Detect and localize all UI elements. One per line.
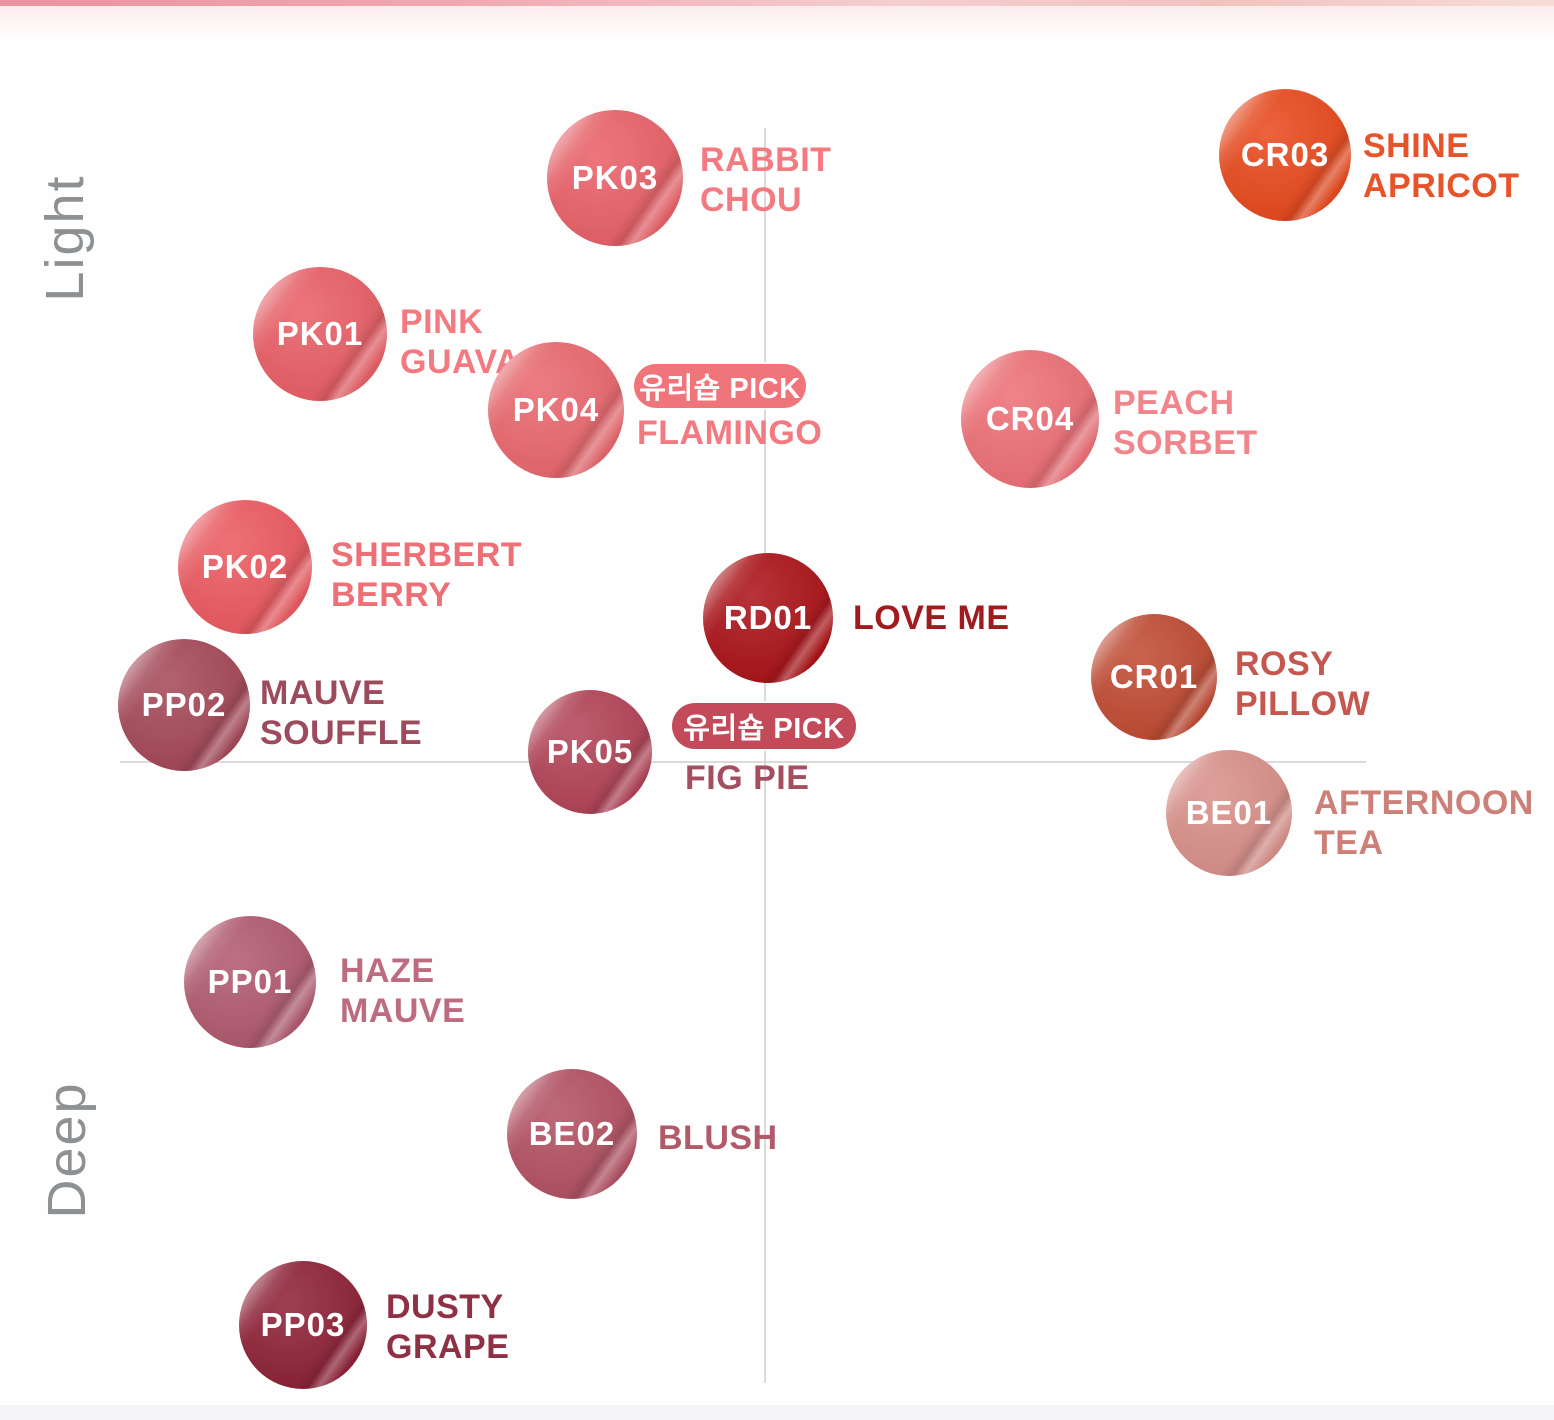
shade-name-pp02: MAUVE SOUFFLE [260, 673, 422, 753]
shade-name-line: LOVE ME [853, 599, 1010, 637]
shade-name-line: PEACH [1113, 384, 1235, 422]
swatch-circle-pk02: PK02 [178, 500, 312, 634]
axis-label-light: Light [35, 174, 95, 302]
swatch-circle-pk03: PK03 [547, 110, 683, 246]
swatch-circle-be01: BE01 [1166, 750, 1292, 876]
bottom-edge-strip [0, 1405, 1554, 1420]
shade-name-line: SHERBERT [331, 536, 523, 574]
shade-name-pk03: RABBIT CHOU [700, 140, 831, 220]
shade-name-rd01: LOVE ME [853, 598, 1010, 638]
swatch-circle-pp02: PP02 [118, 639, 250, 771]
shade-name-line: FLAMINGO [637, 414, 823, 452]
swatch-circle-pk04: PK04 [488, 342, 624, 478]
swatch-code-label: RD01 [723, 599, 813, 636]
swatch-circle-pp01: PP01 [184, 916, 316, 1048]
swatch-code-label: PP01 [207, 963, 293, 1000]
swatch-circle-rd01: RD01 [703, 553, 833, 683]
pick-badge: 유리숍 PICK [634, 364, 806, 408]
swatch-code-label: PP02 [141, 686, 227, 723]
shade-name-pp01: HAZE MAUVE [340, 951, 465, 1031]
shade-name-line: PINK [400, 303, 484, 341]
swatch-code-label: BE01 [1185, 794, 1273, 831]
shade-name-line: MAUVE [340, 992, 466, 1030]
shade-name-cr04: PEACH SORBET [1113, 383, 1258, 463]
shade-name-line: AFTERNOON [1314, 784, 1534, 822]
shade-name-line: APRICOT [1363, 167, 1520, 205]
swatch-circle-cr01: CR01 [1091, 614, 1217, 740]
swatch-code-label: PK05 [546, 733, 634, 770]
pick-badge-label: 유리숍 PICK [639, 373, 801, 405]
swatch-circle-cr04: CR04 [961, 350, 1099, 488]
shade-name-cr01: ROSY PILLOW [1235, 644, 1370, 724]
shade-name-line: HAZE [340, 952, 435, 990]
shade-name-line: SOUFFLE [260, 714, 423, 752]
shade-name-line: FIG PIE [685, 759, 810, 797]
axis-label-deep: Deep [37, 1081, 97, 1219]
shade-name-line: CHOU [700, 181, 803, 219]
swatch-code-label: PP03 [260, 1306, 346, 1343]
swatch-code-label: BE02 [528, 1115, 616, 1152]
shade-name-line: MAUVE [260, 674, 386, 712]
shade-name-line: BERRY [331, 576, 452, 614]
swatch-code-label: PK02 [201, 548, 289, 585]
shade-name-pk05: FIG PIE [685, 758, 809, 798]
swatch-circle-pk01: PK01 [253, 267, 387, 401]
shade-name-line: SORBET [1113, 424, 1258, 462]
shade-name-cr03: SHINE APRICOT [1363, 126, 1520, 206]
swatch-code-label: PK01 [276, 315, 364, 352]
shade-name-pk04: FLAMINGO [637, 413, 822, 453]
swatch-code-label: CR04 [985, 400, 1075, 437]
shade-name-line: PILLOW [1235, 685, 1371, 723]
swatch-circle-pk05: PK05 [528, 690, 652, 814]
shade-name-line: SHINE [1363, 127, 1470, 165]
swatch-code-label: PK04 [512, 391, 600, 428]
swatch-circle-cr03: CR03 [1219, 89, 1351, 221]
swatch-code-label: PK03 [571, 159, 659, 196]
shade-name-line: RABBIT [700, 141, 832, 179]
pick-badge: 유리숍 PICK [672, 703, 856, 749]
shade-name-line: GRAPE [386, 1328, 510, 1366]
vertical-axis-line [764, 128, 766, 1383]
shade-name-pk02: SHERBERT BERRY [331, 535, 522, 615]
shade-name-be02: BLUSH [658, 1118, 778, 1158]
shade-name-line: BLUSH [658, 1119, 778, 1157]
shade-name-line: DUSTY [386, 1288, 504, 1326]
swatch-code-label: CR03 [1240, 136, 1330, 173]
shade-name-be01: AFTERNOON TEA [1314, 783, 1534, 863]
shade-name-line: TEA [1314, 824, 1384, 862]
shade-name-line: ROSY [1235, 645, 1334, 683]
swatch-code-label: CR01 [1109, 658, 1199, 695]
shade-name-pp03: DUSTY GRAPE [386, 1287, 509, 1367]
horizontal-axis-line [120, 761, 1366, 763]
swatch-circle-pp03: PP03 [239, 1261, 367, 1389]
top-accent-bar [0, 0, 1554, 6]
pick-badge-label: 유리숍 PICK [683, 713, 845, 745]
top-accent-fade [0, 6, 1554, 40]
swatch-circle-be02: BE02 [507, 1069, 637, 1199]
